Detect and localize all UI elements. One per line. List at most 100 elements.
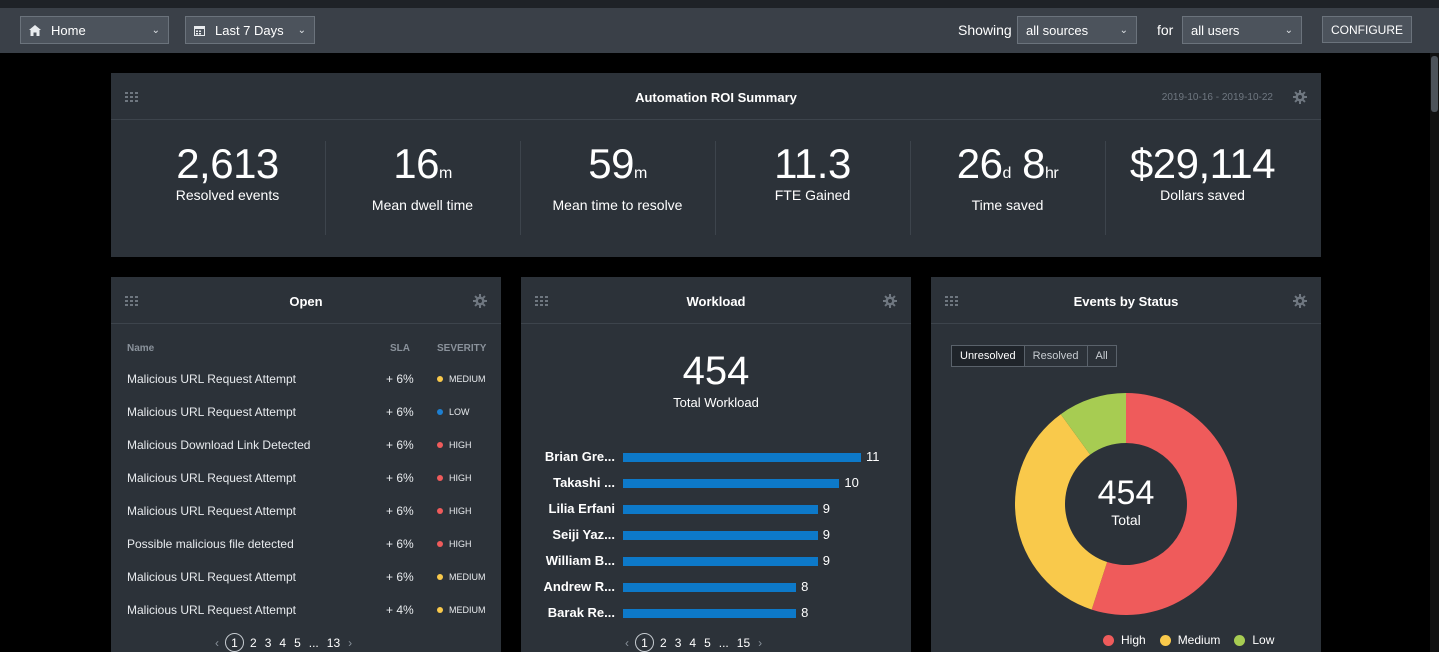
donut-slice-low[interactable] bbox=[1060, 393, 1126, 455]
page-link[interactable]: 2 bbox=[250, 635, 257, 650]
legend-dot-icon bbox=[1159, 634, 1171, 646]
column-header-name[interactable]: Name bbox=[127, 343, 155, 354]
configure-button[interactable]: CONFIGURE bbox=[1322, 16, 1412, 43]
page-link: ... bbox=[718, 635, 729, 650]
stat-mean-dwell-time: 16m Mean dwell time bbox=[325, 140, 520, 214]
table-row[interactable]: Malicious URL Request Attempt + 4% MEDIUM bbox=[111, 603, 501, 623]
top-toolbar: Home ⌄ Last 7 Days ⌄ Showing all sources… bbox=[0, 8, 1439, 53]
window-top-strip bbox=[0, 0, 1439, 8]
table-row[interactable]: Malicious URL Request Attempt + 6% MEDIUM bbox=[111, 372, 501, 392]
sla-value: + 6% bbox=[386, 537, 414, 551]
drag-grip-icon[interactable] bbox=[945, 296, 959, 306]
page-link[interactable]: 4 bbox=[689, 635, 697, 650]
table-row[interactable]: Malicious URL Request Attempt + 6% HIGH bbox=[111, 504, 501, 524]
severity-label: LOW bbox=[449, 407, 470, 417]
table-row[interactable]: Possible malicious file detected + 6% HIGH bbox=[111, 537, 501, 557]
sources-select[interactable]: all sources ⌄ bbox=[1017, 16, 1137, 44]
panel-title: Automation ROI Summary bbox=[635, 90, 797, 105]
column-header-sla[interactable]: SLA bbox=[390, 343, 410, 354]
drag-grip-icon[interactable] bbox=[125, 296, 139, 306]
workload-bar bbox=[623, 583, 797, 592]
gear-icon[interactable] bbox=[883, 294, 897, 308]
drag-grip-icon[interactable] bbox=[125, 92, 139, 102]
scrollbar-track[interactable] bbox=[1430, 53, 1439, 652]
table-row[interactable]: Malicious URL Request Attempt + 6% MEDIUM bbox=[111, 570, 501, 590]
legend-item-low[interactable]: Low bbox=[1234, 633, 1274, 647]
gear-icon[interactable] bbox=[473, 294, 487, 308]
workload-row[interactable]: Barak Re... 8 bbox=[521, 605, 911, 625]
drag-grip-icon[interactable] bbox=[535, 296, 549, 306]
workload-row[interactable]: Lilia Erfani 9 bbox=[521, 501, 911, 521]
divider bbox=[1105, 141, 1106, 235]
stat-label: FTE Gained bbox=[774, 187, 851, 203]
prev-page-icon[interactable]: ‹ bbox=[625, 635, 629, 650]
legend-item-medium[interactable]: Medium bbox=[1159, 633, 1220, 647]
page-link[interactable]: 3 bbox=[264, 635, 272, 650]
users-select[interactable]: all users ⌄ bbox=[1182, 16, 1302, 44]
gear-icon[interactable] bbox=[1293, 294, 1307, 308]
next-page-icon[interactable]: › bbox=[758, 635, 763, 650]
workload-bar bbox=[623, 453, 861, 462]
severity-dot-icon bbox=[437, 475, 443, 481]
tab-all[interactable]: All bbox=[1095, 350, 1108, 362]
severity-dot-icon bbox=[437, 574, 443, 580]
page-link: ... bbox=[308, 635, 319, 650]
next-page-icon[interactable]: › bbox=[348, 635, 353, 650]
table-row[interactable]: Malicious Download Link Detected + 6% HIGH bbox=[111, 438, 501, 458]
tab-unresolved[interactable]: Unresolved bbox=[952, 346, 1025, 366]
event-name: Malicious URL Request Attempt bbox=[127, 372, 296, 386]
page-link[interactable]: 5 bbox=[294, 635, 301, 650]
divider bbox=[520, 141, 521, 235]
workload-bar bbox=[623, 609, 797, 618]
stat-label: Time saved bbox=[971, 197, 1044, 213]
scrollbar-thumb[interactable] bbox=[1431, 56, 1438, 112]
stat-label: Mean time to resolve bbox=[552, 197, 683, 213]
page-link[interactable]: 2 bbox=[660, 635, 667, 650]
workload-bar bbox=[623, 505, 818, 514]
sla-value: + 6% bbox=[386, 471, 414, 485]
page-link[interactable]: 5 bbox=[704, 635, 711, 650]
gear-icon[interactable] bbox=[1293, 90, 1307, 104]
severity-badge: MEDIUM bbox=[437, 605, 486, 615]
page-link[interactable]: 4 bbox=[279, 635, 287, 650]
stat-label: Mean dwell time bbox=[371, 197, 474, 213]
page-link[interactable]: 1 bbox=[635, 633, 654, 652]
donut-slice-medium[interactable] bbox=[1015, 414, 1108, 610]
stat-value: 11.3 bbox=[774, 140, 851, 187]
workload-row[interactable]: William B... 9 bbox=[521, 553, 911, 573]
page-link[interactable]: 1 bbox=[225, 633, 244, 652]
workload-value: 9 bbox=[822, 527, 830, 542]
severity-label: HIGH bbox=[449, 539, 472, 549]
page-link[interactable]: 15 bbox=[736, 635, 751, 650]
workload-pagination: ‹ 1 2 3 4 5... 15 › bbox=[621, 633, 766, 652]
stat-value: 26d 8hr bbox=[956, 140, 1059, 187]
event-name: Malicious URL Request Attempt bbox=[127, 504, 296, 518]
severity-badge: HIGH bbox=[437, 506, 472, 516]
date-range-select[interactable]: Last 7 Days ⌄ bbox=[185, 16, 315, 44]
page-link[interactable]: 13 bbox=[326, 635, 341, 650]
workload-row[interactable]: Andrew R... 8 bbox=[521, 579, 911, 599]
dashboard-select[interactable]: Home ⌄ bbox=[20, 16, 169, 44]
sla-value: + 4% bbox=[386, 603, 414, 617]
workload-panel: Workload 454 Total Workload Brian Gre...… bbox=[521, 277, 911, 652]
status-filter-tabs: Unresolved Resolved All bbox=[951, 345, 1117, 367]
legend-item-high[interactable]: High bbox=[1103, 633, 1146, 647]
table-row[interactable]: Malicious URL Request Attempt + 6% HIGH bbox=[111, 471, 501, 491]
table-row[interactable]: Malicious URL Request Attempt + 6% LOW bbox=[111, 405, 501, 425]
page-link[interactable]: 3 bbox=[674, 635, 682, 650]
severity-dot-icon bbox=[437, 376, 443, 382]
workload-row[interactable]: Brian Gre... 11 bbox=[521, 449, 911, 469]
workload-row[interactable]: Takashi ... 10 bbox=[521, 475, 911, 495]
workload-row[interactable]: Seiji Yaz... 9 bbox=[521, 527, 911, 547]
prev-page-icon[interactable]: ‹ bbox=[215, 635, 219, 650]
column-header-severity[interactable]: SEVERITY bbox=[437, 343, 487, 354]
donut-slice-high[interactable] bbox=[1091, 393, 1237, 615]
severity-badge: HIGH bbox=[437, 539, 472, 549]
status-donut-chart: 454 Total bbox=[1015, 393, 1237, 615]
tab-resolved[interactable]: Resolved bbox=[1025, 346, 1088, 366]
stat-value: 16m bbox=[393, 140, 452, 187]
event-name: Malicious URL Request Attempt bbox=[127, 603, 296, 617]
severity-dot-icon bbox=[437, 607, 443, 613]
severity-dot-icon bbox=[437, 541, 443, 547]
users-select-value: all users bbox=[1191, 22, 1240, 38]
